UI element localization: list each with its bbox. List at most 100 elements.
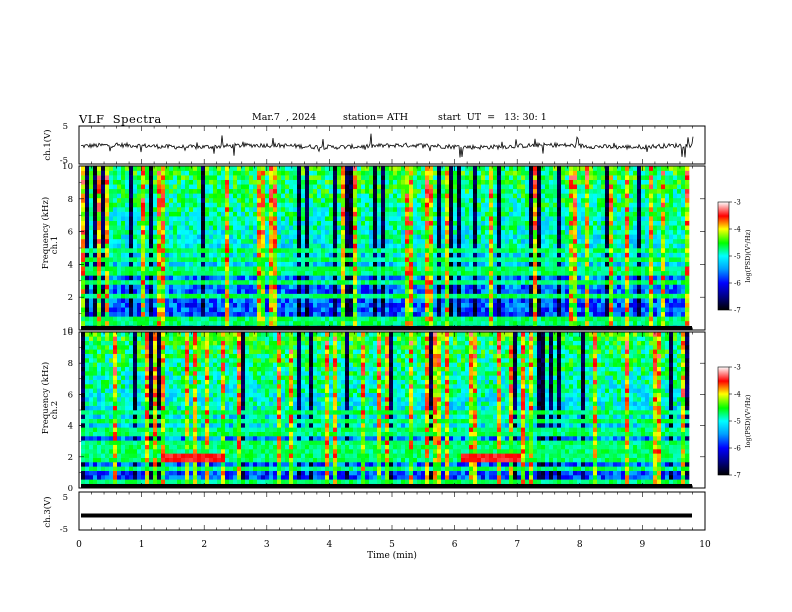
spectrogram-cell [205,289,210,294]
spectrogram-cell [505,293,510,299]
spectrogram-cell [149,307,154,313]
spectrogram-cell [153,316,158,322]
spectrogram-cell [401,311,406,317]
spectrogram-cell [533,252,538,258]
spectrogram-cell [241,238,246,244]
spectrogram-cell [225,257,230,262]
spectrogram-cell [181,302,186,308]
spectrogram-cell [397,170,402,176]
spectrogram-cell [185,275,190,281]
spectrogram-cell [377,243,382,249]
spectrogram-cell [281,320,286,326]
spectrogram-cell [181,193,186,199]
spectrogram-cell [93,257,98,262]
spectrogram-cell [517,298,522,303]
spectrogram-cell [425,279,430,285]
spectrogram-cell [273,275,278,281]
spectrogram-cell [109,170,114,176]
spectrogram-cell [421,289,426,294]
spectrogram-cell [241,266,246,272]
spectrogram-cell [257,302,262,308]
spectrogram-cell [477,320,482,326]
spectrogram-cell [573,225,578,231]
spectrogram-cell [517,266,522,272]
spectrogram-cell [509,316,514,322]
spectrogram-cell [337,275,342,281]
spectrogram-cell [101,238,106,244]
spectrogram-cell [213,211,218,217]
spectrogram-cell [337,252,342,258]
spectrogram-cell [497,166,502,171]
spectrogram-cell [437,316,442,322]
spectrogram-cell [373,243,378,249]
spectrogram-cell [349,234,354,240]
spectrogram-cell [377,184,382,190]
spectrogram-cell [505,320,510,326]
spectrogram-cell [457,284,462,290]
spectrogram-cell [129,275,134,281]
spectrogram-cell [521,261,526,267]
spectrogram-cell [413,225,418,231]
spectrogram-cell [149,311,154,317]
spectrogram-cell [241,170,246,176]
spectrogram-cell [465,298,470,303]
spectrogram-cell [489,220,494,226]
spectrogram-cell [193,266,198,272]
spectrogram-cell [561,316,566,322]
spectrogram-cell [181,307,186,313]
spectrogram-cell [313,257,318,262]
spectrogram-cell [397,229,402,235]
spectrogram-cell [485,179,490,185]
spectrogram-cell [353,252,358,258]
spectrogram-cell [353,289,358,294]
spectrogram-cell [313,243,318,249]
spectrogram-cell [621,225,626,231]
spectrogram-cell [145,179,150,185]
spectrogram-cell [457,234,462,240]
spectrogram-cell [605,184,610,190]
spectrogram-cell [249,243,254,249]
spectrogram-cell [289,311,294,317]
spectrogram-cell [129,257,134,262]
spectrogram-cell [557,216,562,221]
spectrogram-cell [537,225,542,231]
spectrogram-cell [245,175,250,180]
spectrogram-cell [305,170,310,176]
spectrogram-cell [205,252,210,258]
spectrogram-cell [177,234,182,240]
spectrogram-cell [293,220,298,226]
spectrogram-cell [473,197,478,203]
spectrogram-cell [433,307,438,313]
spectrogram-cell [421,179,426,185]
spectrogram-cell [553,316,558,322]
spectrogram-cell [505,279,510,285]
spectrogram-cell [141,307,146,313]
spectrogram-cell [573,270,578,276]
spectrogram-cell [269,238,274,244]
spectrogram-cell [349,225,354,231]
spectrogram-cell [553,257,558,262]
spectrogram-cell [569,275,574,281]
spectrogram-cell [101,188,106,194]
spectrogram-cell [493,179,498,185]
spectrogram-cell [369,211,374,217]
spectrogram-cell [317,293,322,299]
spectrogram-cell [461,220,466,226]
spectrogram-cell [541,316,546,322]
spectrogram-cell [557,175,562,180]
spectrogram-cell [261,270,266,276]
spectrogram-cell [597,202,602,208]
spectrogram-cell [477,193,482,199]
spectrogram-cell [465,275,470,281]
spectrogram-cell [513,211,518,217]
spectrogram-cell [545,266,550,272]
spectrogram-cell [421,193,426,199]
spectrogram-cell [161,234,166,240]
spectrogram-cell [157,266,162,272]
spectrogram-cell [129,316,134,322]
spectrogram-cell [501,207,506,212]
spectrogram-cell [185,188,190,194]
spectrogram-cell [233,197,238,203]
spectrogram-cell [377,207,382,212]
spectrogram-cell [513,248,518,253]
